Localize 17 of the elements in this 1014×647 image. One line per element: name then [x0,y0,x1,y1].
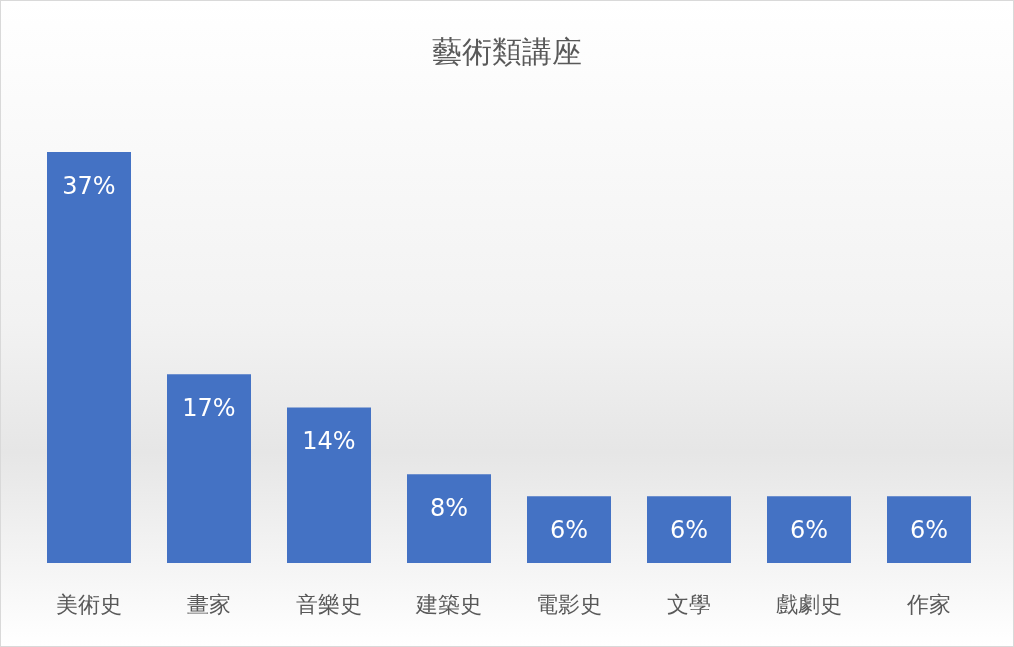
chart-title: 藝術類講座 [432,33,582,69]
data-label: 6% [549,516,589,545]
data-label: 8% [429,494,469,523]
x-tick-label: 畫家 [187,591,231,617]
data-label: 17% [182,394,236,423]
data-label: 6% [909,516,949,545]
x-tick-label: 作家 [906,591,951,617]
data-label: 14% [302,427,356,456]
data-label: 6% [789,516,829,545]
x-tick-label: 美術史 [56,591,122,617]
x-tick-label: 建築史 [415,591,482,617]
data-label: 37% [62,172,116,200]
x-tick-label: 音樂史 [296,591,362,617]
x-tick-label: 文學 [667,591,711,617]
x-tick-label: 電影史 [536,591,602,617]
x-tick-label: 戲劇史 [776,591,842,617]
data-label: 6% [669,516,709,545]
